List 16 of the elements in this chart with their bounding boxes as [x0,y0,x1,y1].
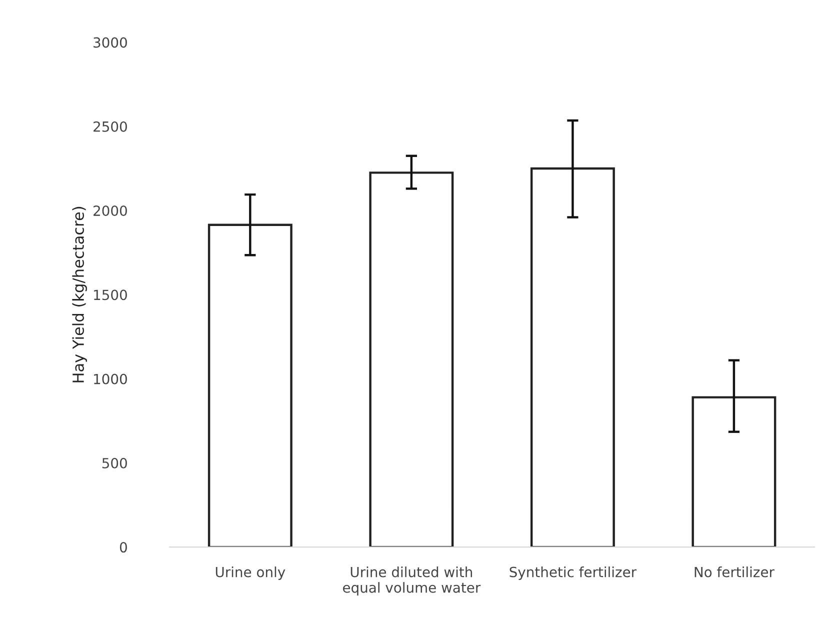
bar [369,172,454,548]
x-tick-label: No fertilizer [694,566,774,578]
y-tick-label: 500 [102,458,127,468]
y-tick-label: 2500 [94,121,127,132]
bar [530,167,615,548]
y-tick-label: 0 [120,542,127,553]
y-tick-label: 1500 [94,290,127,300]
x-tick-label: Urine only [216,566,286,580]
x-tick-label: Urine diluted with equal volume water [343,566,481,596]
bar [208,224,292,548]
bar [692,396,776,548]
y-tick-label: 1000 [94,374,127,384]
y-tick-label: 3000 [94,37,127,48]
y-axis-title: Hay Yield (kg/hectacre) [72,206,87,382]
x-tick-label: Synthetic fertilizer [510,566,637,580]
y-tick-label: 2000 [94,206,127,216]
